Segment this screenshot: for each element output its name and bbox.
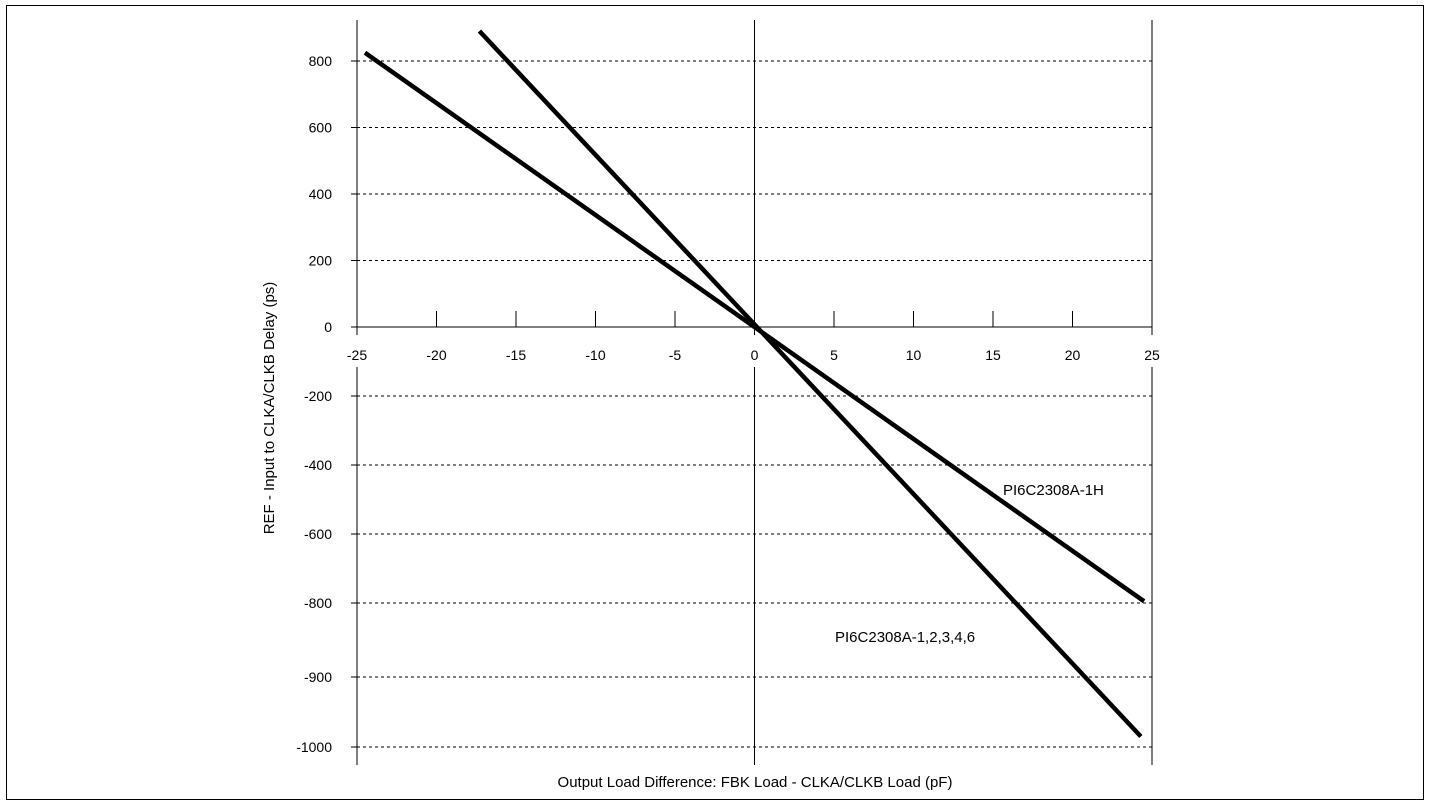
x-tick-label: 0 xyxy=(751,347,759,363)
series-line xyxy=(477,29,1143,739)
x-tick-label: 10 xyxy=(906,347,922,363)
x-tick-label: 25 xyxy=(1144,347,1160,363)
x-tick-label: -10 xyxy=(585,347,605,363)
x-tick-label: 5 xyxy=(830,347,838,363)
axes xyxy=(351,20,1153,765)
labels: 8006004002000-200-400-600-800-900-1000-2… xyxy=(296,53,1160,755)
y-tick-label: 600 xyxy=(309,120,333,136)
x-tick-label: -20 xyxy=(426,347,446,363)
series-label: PI6C2308A-1H xyxy=(1003,482,1104,499)
y-tick-label: -800 xyxy=(304,595,332,611)
y-axis-title: REF - Input to CLKA/CLKB Delay (ps) xyxy=(261,282,278,535)
y-tick-label: -600 xyxy=(304,526,332,542)
x-tick-label: -15 xyxy=(506,347,526,363)
y-tick-label: 0 xyxy=(324,319,332,335)
series-lines xyxy=(363,29,1146,739)
x-tick-label: -5 xyxy=(669,347,682,363)
y-tick-label: -900 xyxy=(304,669,332,685)
series-label: PI6C2308A-1,2,3,4,6 xyxy=(835,629,975,646)
x-tick-label: -25 xyxy=(347,347,367,363)
x-axis-title: Output Load Difference: FBK Load - CLKA/… xyxy=(558,774,953,791)
y-tick-label: 400 xyxy=(309,186,333,202)
chart-frame xyxy=(6,5,1424,800)
x-tick-label: 20 xyxy=(1065,347,1081,363)
y-tick-label: 200 xyxy=(309,253,333,269)
x-tick-label: 15 xyxy=(985,347,1001,363)
y-tick-label: 800 xyxy=(309,53,333,69)
y-tick-label: -1000 xyxy=(296,739,332,755)
y-tick-label: -200 xyxy=(304,388,332,404)
y-tick-label: -400 xyxy=(304,457,332,473)
